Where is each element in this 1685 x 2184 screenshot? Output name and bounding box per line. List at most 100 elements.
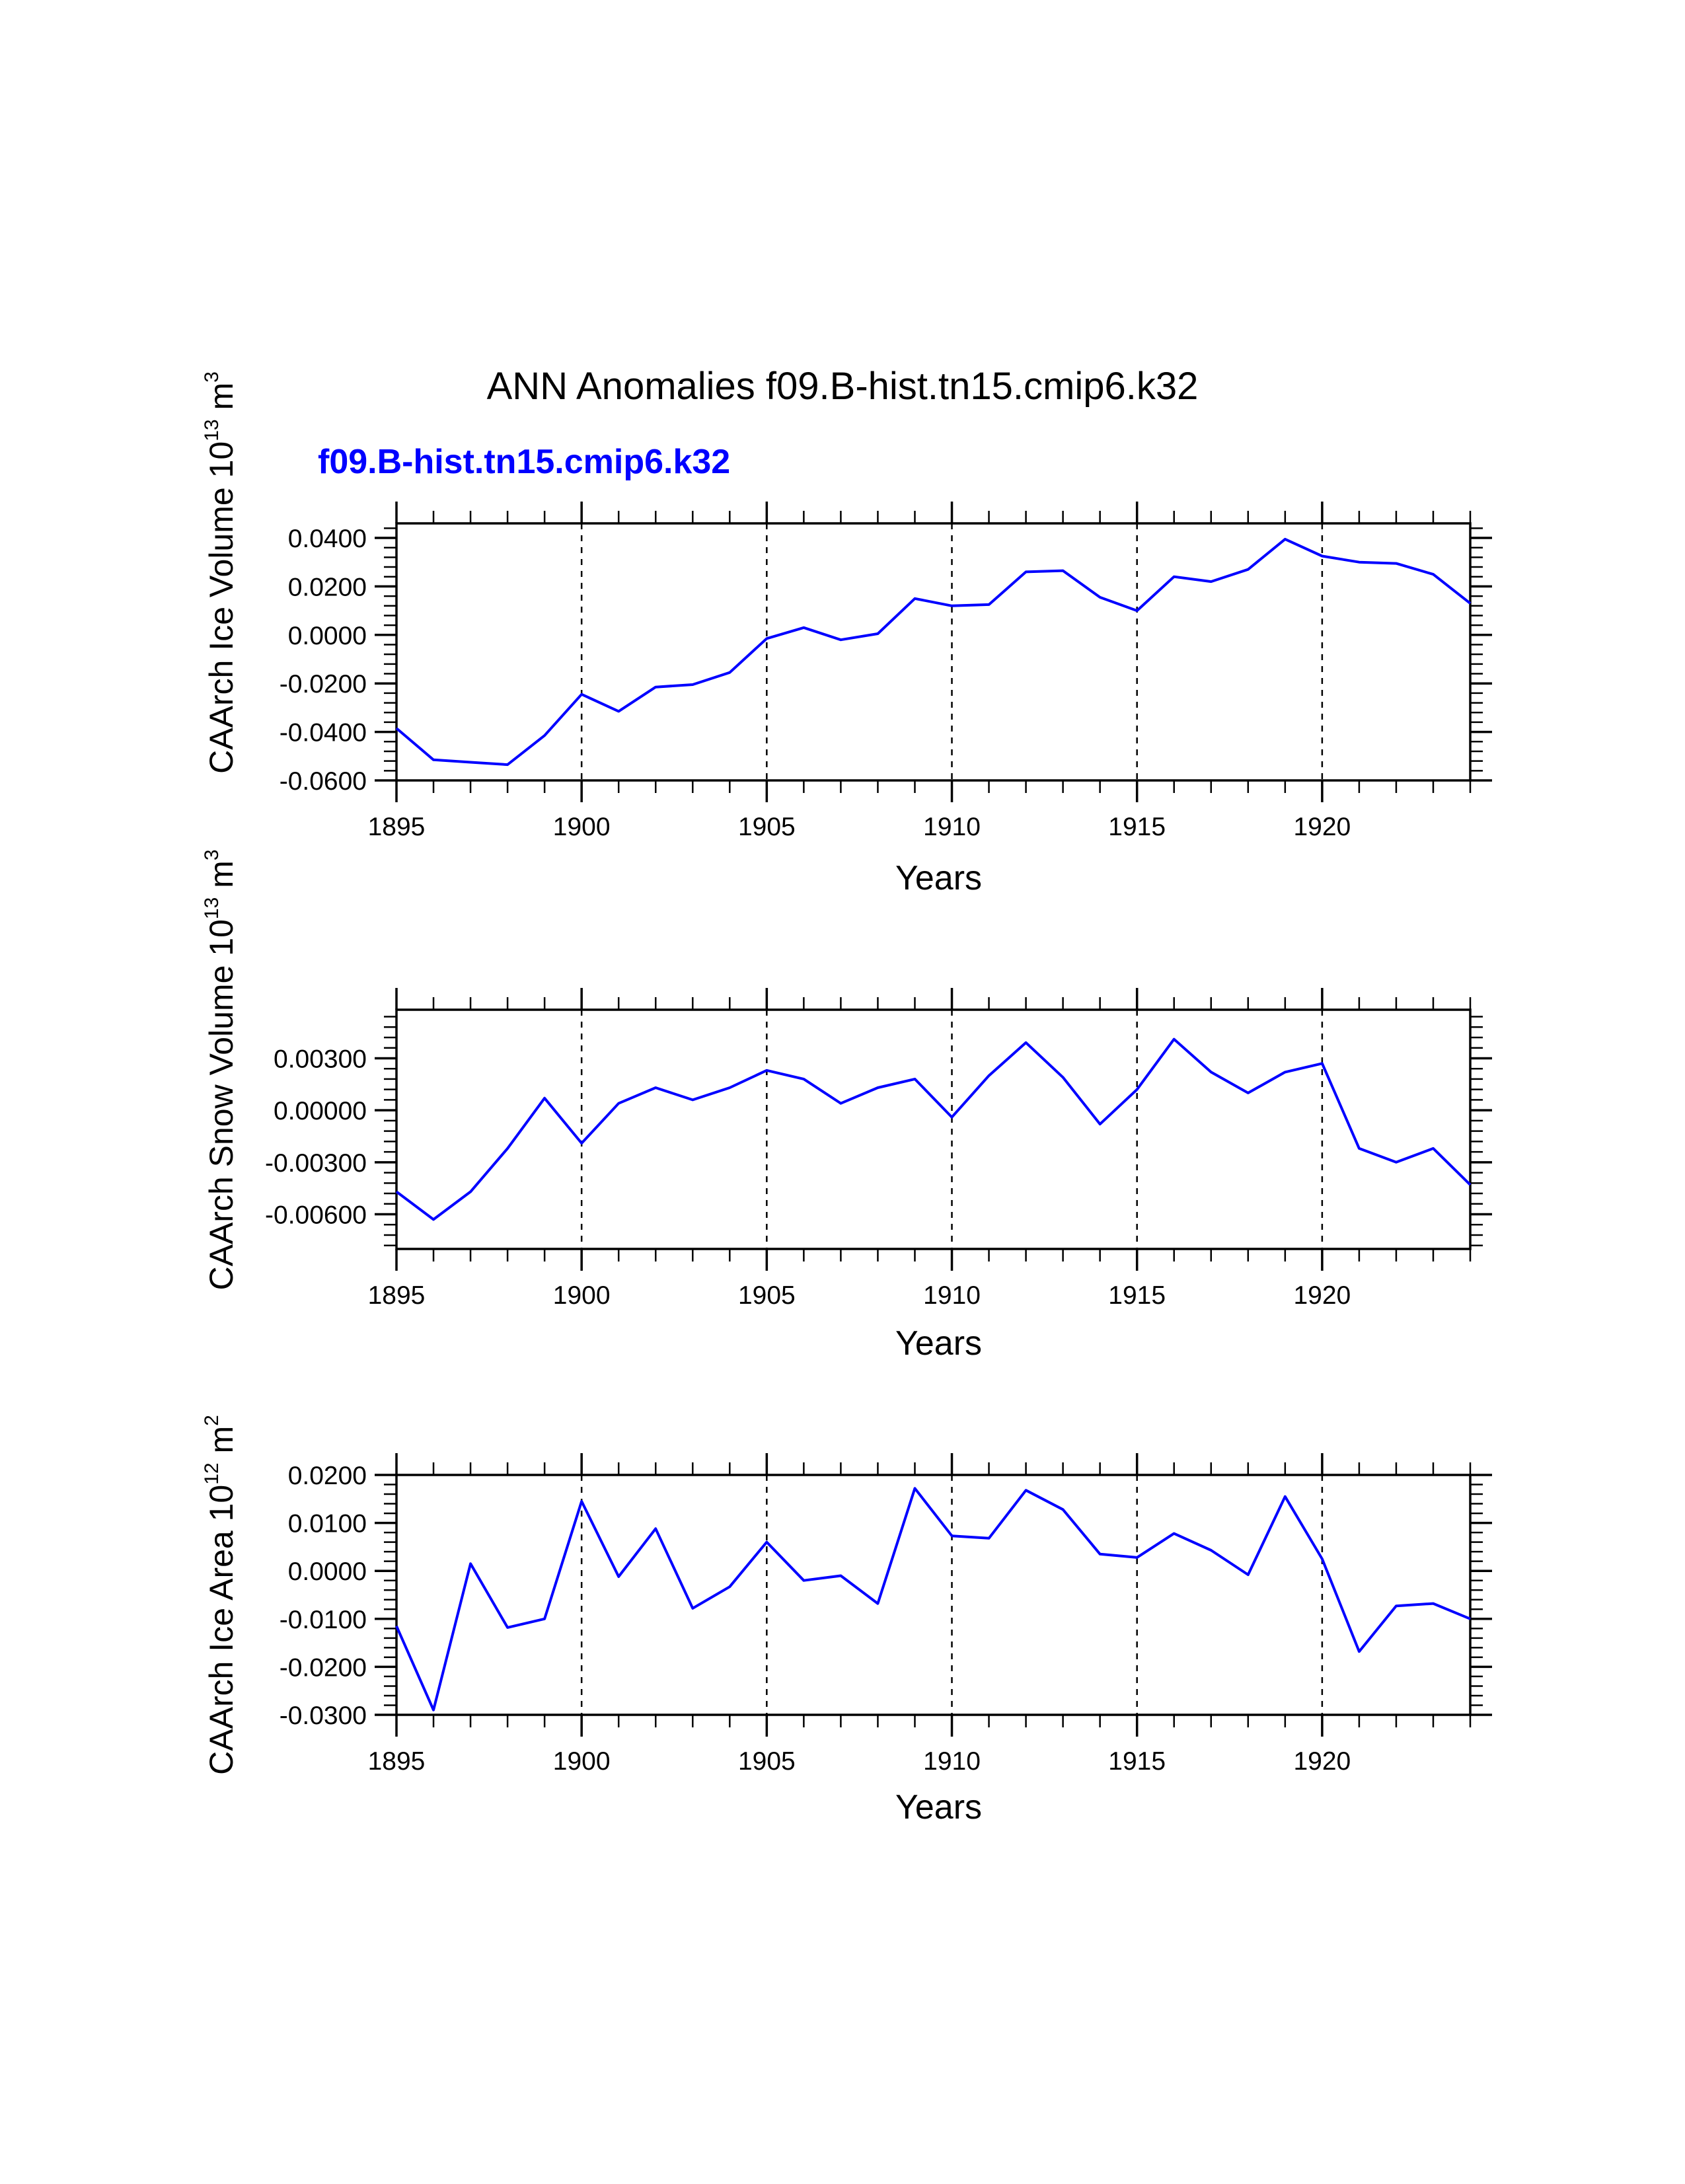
x-axis-label: Years: [895, 859, 982, 897]
data-point: [1210, 1071, 1213, 1073]
x-tick-label: 1915: [1108, 1281, 1166, 1310]
data-point: [691, 1098, 694, 1101]
data-point: [1432, 573, 1435, 576]
x-tick-label: 1915: [1108, 813, 1166, 841]
data-point: [1358, 561, 1361, 564]
data-point: [1247, 1573, 1250, 1576]
x-tick-label: 1910: [923, 1281, 981, 1310]
y-tick-label: -0.0200: [280, 670, 367, 698]
data-point: [839, 638, 842, 641]
y-tick-label: -0.0400: [280, 719, 367, 747]
data-point: [1025, 570, 1028, 573]
data-point: [876, 1602, 879, 1605]
data-point: [1321, 1062, 1324, 1065]
series-line-1: [395, 1037, 1472, 1221]
data-point: [728, 1585, 731, 1588]
y-axis-unit-exponent: 12: [201, 1462, 223, 1484]
data-point: [691, 683, 694, 686]
plot-frame: [395, 1008, 1472, 1250]
data-point: [1469, 602, 1472, 605]
y-tick-label: 0.00000: [274, 1097, 367, 1125]
y-tick-label: 0.0000: [288, 622, 367, 650]
data-point: [617, 710, 620, 712]
data-point: [1469, 1184, 1472, 1186]
y-tick-label: -0.0300: [280, 1702, 367, 1730]
data-point: [1173, 576, 1176, 578]
series-line-1: [395, 1487, 1471, 1712]
data-point: [1210, 1549, 1213, 1552]
y-axis-label-part: 10: [203, 441, 240, 478]
y-axis-label-part: CAArch Snow Volume: [203, 956, 240, 1291]
y-tick-label: -0.0200: [280, 1653, 367, 1682]
data-point: [580, 1500, 583, 1503]
data-point: [1136, 1556, 1139, 1559]
data-point: [1284, 1071, 1287, 1073]
data-point: [1358, 1147, 1361, 1150]
y-tick-label: 0.0400: [288, 525, 367, 553]
data-point: [1247, 1092, 1250, 1094]
data-point: [617, 1102, 620, 1105]
chart-panel-2: 1895 1900 1905 1910 1915 1920 Years 0.00300 0.00…: [201, 849, 1492, 1363]
data-point: [543, 1618, 546, 1620]
y-axis-label: CAArch Snow Volume 1013 m3: [201, 849, 240, 1290]
y-axis-unit-exponent: 13: [201, 419, 223, 441]
data-point: [1321, 555, 1324, 558]
data-point: [913, 597, 916, 600]
data-point: [1284, 538, 1287, 541]
data-point: [1432, 1147, 1435, 1150]
data-point: [543, 734, 546, 737]
data-point: [395, 1190, 398, 1193]
data-point: [1432, 1602, 1435, 1605]
data-point: [951, 1534, 954, 1537]
y-tick-label: -0.0600: [280, 767, 367, 796]
y-axis-label-part: CAArch Ice Area: [203, 1521, 240, 1775]
x-tick-label: 1900: [553, 813, 611, 841]
data-point: [395, 1625, 398, 1628]
chart-panel-3: 1895 1900 1905 1910 1915 1920 Years 0.0200 0.010…: [201, 1415, 1492, 1826]
x-tick-label: 1900: [553, 1281, 611, 1310]
plot-frame: [395, 522, 1472, 782]
y-axis-unit-exponent: 13: [201, 897, 223, 919]
y-axis-label-part: 10: [203, 919, 240, 956]
x-tick-label: 1895: [368, 1747, 426, 1776]
data-point: [1062, 570, 1065, 572]
series-subtitle: f09.B-hist.tn15.cmip6.k32: [318, 443, 730, 481]
y-tick-label: -0.00300: [265, 1149, 367, 1178]
data-point: [765, 1541, 768, 1544]
x-tick-label: 1905: [738, 1747, 796, 1776]
series-line-1: [395, 537, 1472, 767]
x-tick-label: 1905: [738, 1281, 796, 1310]
data-point: [1247, 568, 1250, 571]
y-tick-label: -0.0100: [280, 1606, 367, 1634]
chart-title: ANN Anomalies f09.B-hist.tn15.cmip6.k32: [487, 365, 1199, 408]
data-point: [1025, 1489, 1028, 1491]
data-point: [395, 727, 398, 730]
data-point: [1173, 1038, 1176, 1041]
y-tick-label: 0.0200: [288, 573, 367, 601]
data-point: [988, 1537, 991, 1540]
data-point: [1358, 1650, 1361, 1653]
data-point: [876, 1086, 879, 1089]
y-axis-label-part: m: [203, 1426, 240, 1463]
x-tick-label: 1920: [1293, 1747, 1351, 1776]
data-point: [1062, 1508, 1065, 1511]
data-point: [765, 637, 768, 640]
y-axis-label: CAArch Ice Area 1012 m2: [201, 1415, 240, 1775]
data-point: [951, 605, 954, 607]
y-tick-label: 0.0000: [288, 1558, 367, 1586]
data-point: [469, 761, 472, 763]
data-point: [913, 1487, 916, 1489]
data-point: [1210, 580, 1213, 583]
y-tick-label: 0.0100: [288, 1510, 367, 1538]
data-point: [1062, 1076, 1065, 1078]
data-point: [580, 1142, 583, 1145]
data-point: [728, 671, 731, 674]
data-point: [839, 1574, 842, 1577]
y-axis-label-part: 10: [203, 1485, 240, 1522]
data-point: [951, 1116, 954, 1119]
data-point: [1173, 1532, 1176, 1535]
data-point: [802, 1078, 805, 1080]
data-point: [839, 1102, 842, 1105]
data-point: [1284, 1495, 1287, 1498]
